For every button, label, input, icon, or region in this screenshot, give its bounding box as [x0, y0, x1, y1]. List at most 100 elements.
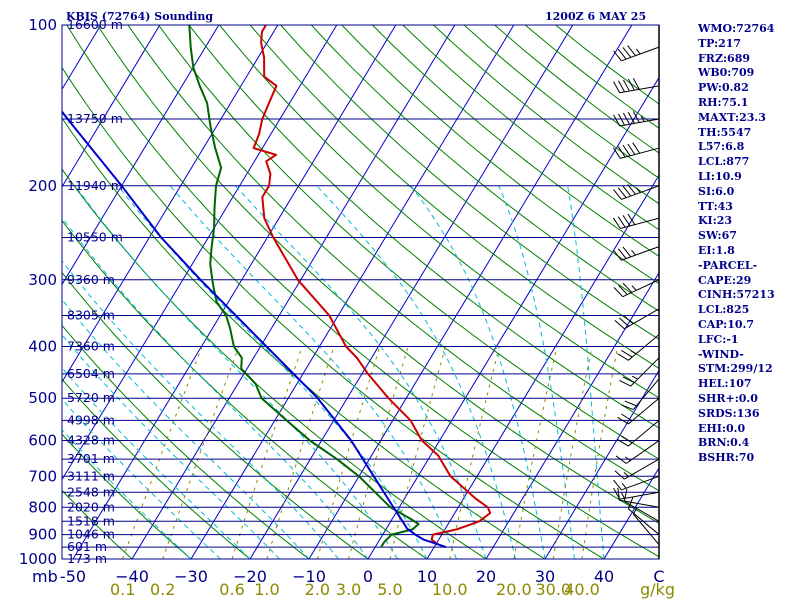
mixing-ratio-unit: g/kg	[640, 580, 675, 599]
wind-barb	[613, 184, 660, 200]
pressure-tick-label: 500	[28, 389, 57, 407]
pressure-tick-label: 300	[28, 271, 57, 289]
dry-adiabat-line	[66, 25, 659, 558]
moist-adiabat-line	[62, 428, 192, 559]
height-label: 601 m	[67, 539, 107, 554]
wind-barb	[619, 357, 660, 387]
wind-barb	[621, 378, 660, 411]
temperature-tick-label: 40	[594, 567, 614, 586]
index-item: WMO:72764	[698, 22, 775, 35]
pressure-unit-label: mb	[32, 567, 58, 586]
pressure-tick-label: 1000	[19, 550, 57, 568]
temperature-tick-label: 0	[363, 567, 373, 586]
isotherm-line	[72, 25, 397, 559]
pressure-tick-label: 200	[28, 177, 57, 195]
index-item: CINH:57213	[698, 288, 775, 302]
index-item: TT:43	[698, 199, 733, 213]
pressure-tick-label: 800	[28, 498, 57, 516]
isotherm-line	[367, 76, 659, 559]
index-item: LCL:825	[698, 303, 750, 317]
wind-barb	[617, 334, 660, 361]
wind-barbs	[612, 45, 660, 545]
moist-adiabat-line	[62, 334, 280, 559]
moist-adiabat-line	[74, 185, 398, 559]
index-item: MAXT:23.3	[698, 110, 766, 124]
dewpoint-trace	[188, 25, 420, 548]
temperature-tick-label: −10	[292, 567, 326, 586]
index-item: LCL:877	[698, 155, 750, 169]
temperature-trace	[252, 25, 492, 546]
mixing-ratio-tick-label: 30.0	[535, 580, 571, 599]
height-label: 13750 m	[67, 111, 123, 126]
temperature-tick-label: −40	[115, 567, 149, 586]
index-item: TH:5547	[698, 125, 752, 139]
diagram-lines	[62, 25, 659, 559]
temperature-tick-label: -50	[60, 567, 86, 586]
pressure-tick-label: 900	[28, 526, 57, 544]
pressure-tick-label: 400	[28, 338, 57, 356]
index-item: -PARCEL-	[698, 258, 758, 272]
axis-labels: 0.1 0.2 0.6 1.0 2.0 3.0 5.0 10.0 20.0 30.040.0 g/k…	[19, 16, 675, 599]
temperature-tick-label: −30	[174, 567, 208, 586]
temperature-tick-label: 10	[417, 567, 437, 586]
index-item: SI:6.0	[698, 184, 735, 198]
index-item: CAP:10.7	[698, 317, 755, 331]
moist-adiabat-line	[117, 185, 428, 559]
wind-barb	[632, 508, 660, 545]
height-label: 173 m	[67, 551, 107, 566]
isotherm-line	[603, 467, 659, 559]
temperature-tick-label: C	[653, 567, 664, 586]
temperature-tick-label: −20	[233, 567, 267, 586]
wind-barb	[613, 487, 660, 500]
height-label: 7360 m	[67, 339, 115, 354]
wind-barb	[615, 440, 660, 464]
mixing-ratio-tick-label: 40.0	[564, 580, 600, 599]
mixing-ratio-tick-label: 5.0	[377, 580, 402, 599]
pressure-tick-label: 600	[28, 432, 57, 450]
isotherm-line	[62, 25, 338, 481]
isotherm-line	[426, 174, 659, 559]
index-item: BSHR:70	[698, 451, 755, 465]
wind-barb	[613, 246, 660, 261]
wind-barb	[617, 419, 660, 447]
stability-indices: WMO:72764 TP:217 FRZ:689 WB0:709 PW:0.82 RH:7…	[698, 22, 775, 466]
wind-barb	[614, 458, 660, 480]
mixing-ratio-tick-label: 10.0	[432, 580, 468, 599]
index-item: L57:6.8	[698, 140, 745, 154]
index-item: HEL:107	[698, 377, 752, 391]
wind-barb	[613, 77, 660, 94]
isotherm-line	[62, 25, 220, 286]
height-label: 2548 m	[67, 484, 115, 499]
height-label: 4998 m	[67, 412, 115, 427]
mixing-ratio-line	[348, 346, 409, 559]
index-item: LFC:-1	[698, 332, 739, 346]
index-item: SRDS:136	[698, 406, 760, 420]
wind-barb	[613, 111, 660, 127]
mixing-ratio-tick-label: 0.1	[110, 580, 135, 599]
isotherm-line	[249, 25, 574, 559]
isotherm-line	[62, 25, 279, 383]
wind-barb	[613, 475, 660, 491]
moist-adiabat-line	[498, 185, 575, 559]
wind-barb	[612, 142, 660, 159]
chart-time: 1200Z 6 MAY 25	[545, 10, 646, 23]
index-item: -WIND-	[698, 347, 744, 361]
index-item: FRZ:689	[698, 51, 751, 65]
mixing-ratio-line	[581, 346, 619, 559]
mixing-ratio-line	[162, 346, 240, 559]
height-label: 10550 m	[67, 229, 123, 244]
index-item: SHR+:0.0	[698, 391, 758, 405]
chart-title: KBIS (72764) Sounding	[66, 10, 213, 23]
isotherm-line	[190, 25, 515, 559]
height-label: 11940 m	[67, 178, 123, 193]
height-label: 3111 m	[67, 468, 115, 483]
moist-adiabat-line	[62, 398, 221, 559]
index-item: PW:0.82	[698, 81, 749, 95]
temperature-tick-label: 20	[476, 567, 496, 586]
moist-adiabat-line	[62, 260, 339, 559]
index-item: EI:1.8	[698, 243, 735, 257]
height-label: 1046 m	[67, 527, 115, 542]
moist-adiabat-line	[316, 185, 516, 559]
wind-barb	[612, 213, 660, 229]
mixing-ratio-line	[231, 346, 303, 559]
